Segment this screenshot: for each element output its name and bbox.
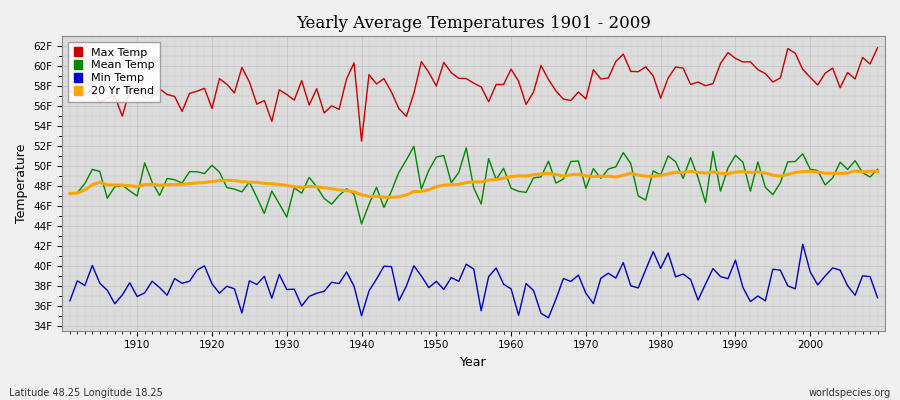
Title: Yearly Average Temperatures 1901 - 2009: Yearly Average Temperatures 1901 - 2009 <box>296 15 651 32</box>
X-axis label: Year: Year <box>461 356 487 369</box>
Legend: Max Temp, Mean Temp, Min Temp, 20 Yr Trend: Max Temp, Mean Temp, Min Temp, 20 Yr Tre… <box>68 42 160 102</box>
Y-axis label: Temperature: Temperature <box>15 144 28 223</box>
Text: Latitude 48.25 Longitude 18.25: Latitude 48.25 Longitude 18.25 <box>9 388 163 398</box>
Text: worldspecies.org: worldspecies.org <box>809 388 891 398</box>
